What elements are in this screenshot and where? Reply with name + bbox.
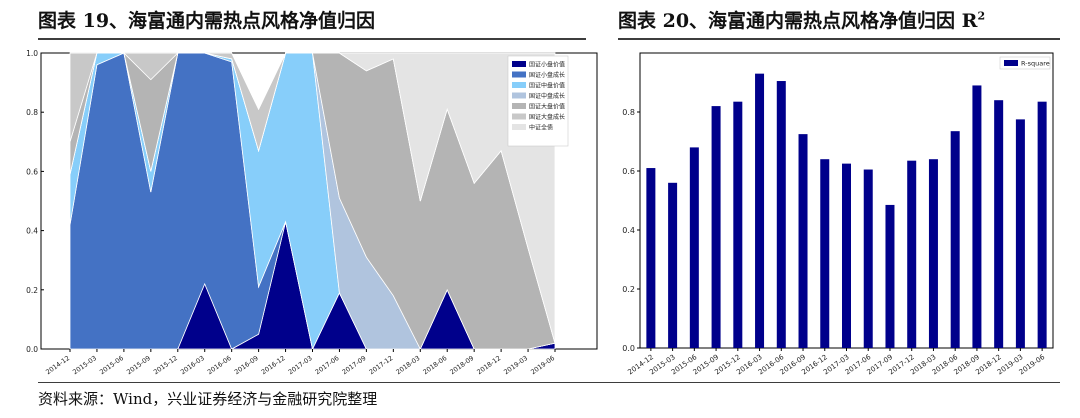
chart-20-legend-label: R-square — [1021, 60, 1050, 68]
bar-2017-06 — [863, 169, 873, 348]
chart-19-xtick-label: 2018-03 — [395, 354, 422, 376]
chart-19-xtick-label: 2019-03 — [502, 354, 529, 376]
title-rule-left — [38, 38, 586, 40]
chart-19-xtick-label: 2015-03 — [71, 354, 98, 376]
bar-2017-09 — [885, 204, 895, 348]
chart-19-xtick-label: 2014-12 — [44, 354, 71, 376]
chart-19-xtick-label: 2017-06 — [314, 354, 341, 376]
chart-19-ytick-label: 0.2 — [26, 286, 38, 295]
bar-2019-06 — [1037, 101, 1047, 348]
bar-2018-12 — [994, 100, 1004, 348]
bar-2014-12 — [646, 168, 656, 348]
bar-2016-03 — [755, 73, 765, 349]
bar-2015-03 — [668, 182, 678, 348]
chart-19-xtick-label: 2018-12 — [475, 354, 502, 376]
chart-19-legend-swatch — [512, 124, 526, 130]
chart-19-legend-label: 中证全债 — [529, 124, 553, 132]
chart-19-xtick-label: 2019-06 — [529, 354, 556, 376]
chart-19-legend-label: 国证中盘成长 — [529, 92, 565, 100]
footer-rule — [38, 382, 1060, 383]
source-note: 资料来源：Wind，兴业证券经济与金融研究院整理 — [38, 390, 378, 408]
title-rule-right — [618, 38, 1060, 40]
chart-20-ytick-label: 0.2 — [622, 285, 635, 294]
bar-2017-12 — [907, 160, 917, 348]
chart-20-title: 图表 20、海富通内需热点风格净值归因 R2 — [618, 6, 985, 33]
chart-19-xtick-label: 2017-09 — [341, 354, 368, 376]
bar-2019-03 — [1015, 119, 1025, 348]
chart-19-legend-swatch — [512, 103, 526, 109]
chart-20-ytick-label: 0.6 — [622, 167, 635, 176]
chart-19-legend-swatch — [512, 92, 526, 99]
chart-19-legend-label: 国证大盘价值 — [529, 103, 565, 111]
bar-2017-03 — [842, 163, 851, 348]
chart-19-legend-swatch — [512, 113, 526, 120]
chart-19-legend-swatch — [512, 71, 526, 78]
chart-19-xtick-label: 2018-09 — [448, 354, 475, 376]
bar-2018-06 — [950, 131, 960, 348]
chart-19-xtick-label: 2016-03 — [179, 354, 206, 376]
chart-19-ytick-label: 1.0 — [26, 49, 38, 58]
bar-2015-09 — [711, 106, 721, 348]
chart-19-ytick-label: 0.4 — [26, 227, 38, 236]
chart-19-title: 图表 19、海富通内需热点风格净值归因 — [38, 10, 376, 32]
chart-19-ytick-label: 0.6 — [26, 167, 38, 176]
chart-19-ytick-label: 0.8 — [26, 108, 38, 117]
bar-2015-06 — [689, 147, 699, 348]
chart-20-title-superscript: 2 — [977, 9, 986, 23]
chart-19-legend-swatch — [512, 61, 526, 67]
chart-20-legend-swatch — [1004, 60, 1018, 66]
bar-2015-12 — [733, 101, 743, 348]
chart-19-legend-label: 国证小盘成长 — [529, 71, 565, 79]
chart-19-legend-label: 国证大盘成长 — [529, 113, 565, 121]
bar-2018-03 — [928, 159, 938, 348]
chart-19-xtick-label: 2016-12 — [260, 354, 287, 376]
chart-19-legend-label: 国证中盘价值 — [529, 82, 565, 90]
chart-19-xtick-label: 2016-06 — [206, 354, 233, 376]
chart-19-xtick-label: 2015-06 — [98, 354, 125, 376]
bar-2018-09 — [972, 85, 982, 348]
chart-19-legend — [507, 55, 569, 147]
chart-19-legend-label: 国证小盘价值 — [529, 61, 565, 69]
chart-20-ytick-label: 0.0 — [622, 344, 635, 353]
chart-19-xtick-label: 2017-12 — [368, 354, 395, 376]
chart-19-xtick-label: 2016-09 — [233, 354, 260, 376]
chart-20-ytick-label: 0.4 — [622, 226, 635, 235]
bar-2016-09 — [798, 134, 808, 348]
chart-20-title-main: 图表 20、海富通内需热点风格净值归因 R — [618, 10, 978, 32]
chart-19-legend-swatch — [512, 82, 526, 88]
bar-2016-06 — [776, 81, 786, 349]
chart-19-xtick-label: 2015-12 — [152, 354, 179, 376]
chart-19-xtick-label: 2015-09 — [125, 354, 152, 376]
chart-19-ytick-label: 0.0 — [26, 345, 38, 354]
chart-20-ytick-label: 0.8 — [622, 108, 635, 117]
chart-19-xtick-label: 2017-03 — [287, 354, 314, 376]
chart-19-xtick-label: 2018-06 — [422, 354, 449, 376]
bar-2016-12 — [820, 159, 830, 348]
area-series-7 — [70, 52, 556, 344]
